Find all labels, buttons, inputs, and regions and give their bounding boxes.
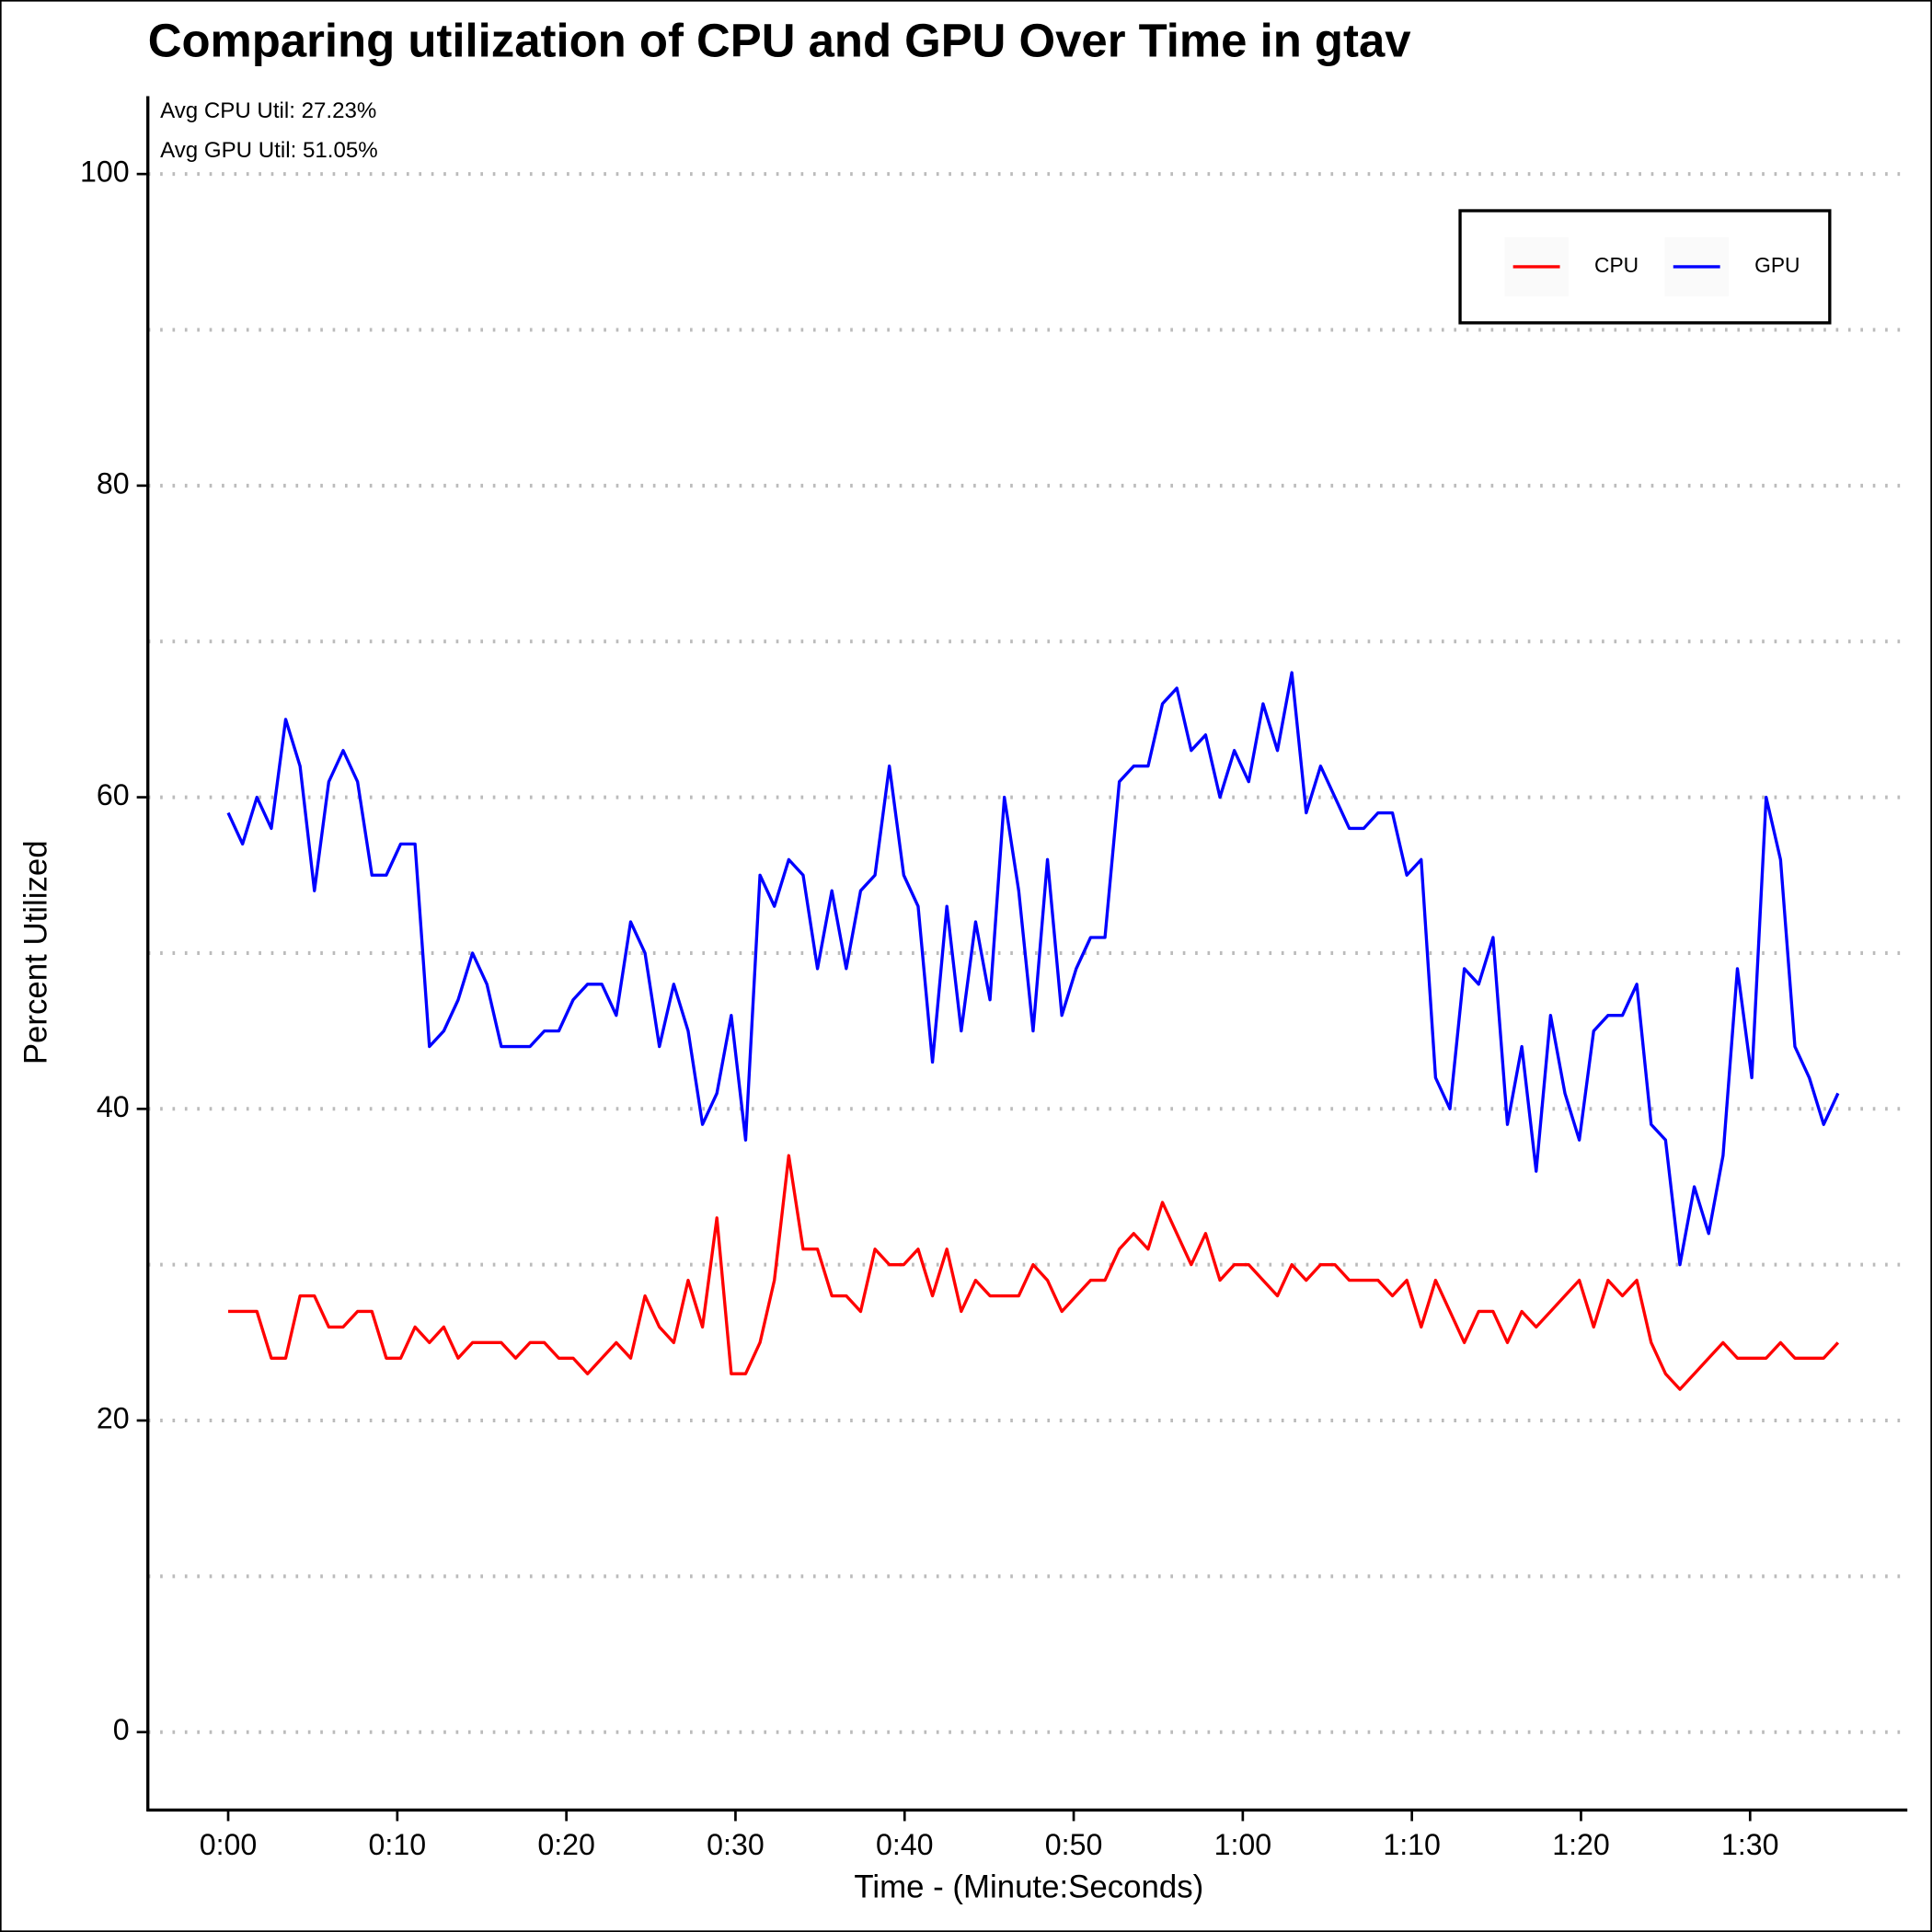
x-tick-label: 1:00 (1214, 1828, 1272, 1861)
y-axis-title: Percent Utilized (18, 840, 54, 1064)
x-axis-title: Time - (Minute:Seconds) (854, 1869, 1203, 1904)
y-tick-label: 20 (97, 1401, 130, 1434)
chart-title: Comparing utilization of CPU and GPU Ove… (148, 15, 1412, 67)
series-line (228, 1154, 1840, 1391)
y-tick-label: 80 (97, 466, 130, 500)
x-tick-label: 0:30 (707, 1828, 765, 1861)
legend-label: GPU (1754, 253, 1800, 277)
x-tick-label: 1:20 (1552, 1828, 1610, 1861)
y-tick-label: 60 (97, 778, 130, 811)
x-tick-label: 0:10 (369, 1828, 427, 1861)
annotation: Avg CPU Util: 27.23% (160, 98, 376, 123)
x-tick-label: 0:50 (1045, 1828, 1103, 1861)
x-tick-label: 0:20 (537, 1828, 595, 1861)
x-tick-label: 0:00 (200, 1828, 258, 1861)
x-tick-label: 0:40 (876, 1828, 934, 1861)
y-tick-label: 100 (80, 155, 130, 189)
x-tick-label: 1:30 (1721, 1828, 1779, 1861)
series-line (226, 671, 1840, 1267)
y-tick-label: 0 (113, 1713, 130, 1746)
legend-label: CPU (1594, 253, 1639, 277)
annotation: Avg GPU Util: 51.05% (160, 138, 378, 163)
x-tick-label: 1:10 (1383, 1828, 1441, 1861)
y-tick-label: 40 (97, 1090, 130, 1123)
